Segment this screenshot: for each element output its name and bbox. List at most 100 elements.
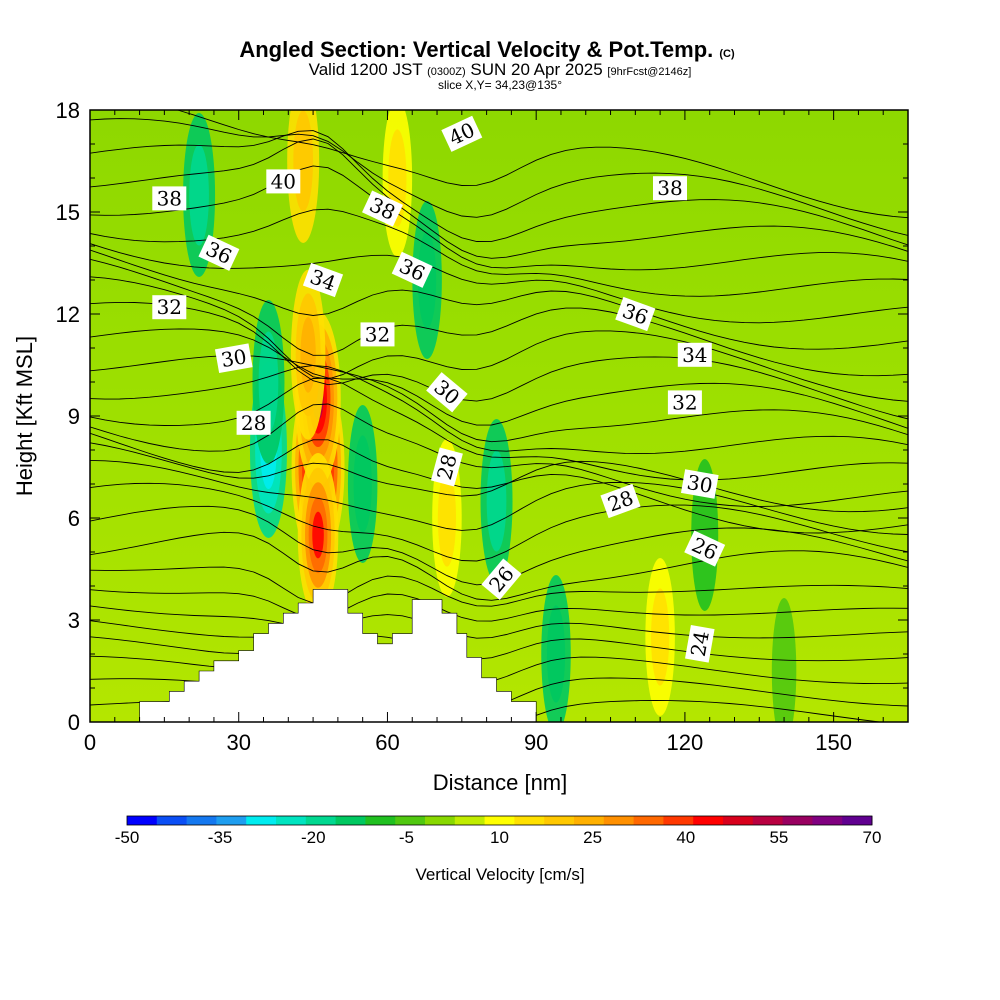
theta-contour bbox=[90, 249, 908, 350]
contour-label: 38 bbox=[152, 186, 187, 211]
colorbar-swatch bbox=[752, 816, 784, 825]
velocity-cell bbox=[645, 558, 675, 716]
contour-label-box bbox=[680, 469, 719, 499]
colorbar-swatch bbox=[425, 816, 456, 825]
y-tick-label: 12 bbox=[56, 302, 80, 327]
velocity-cell bbox=[183, 113, 216, 277]
contour-label-box bbox=[653, 176, 687, 201]
colorbar-tick-label: -5 bbox=[399, 828, 414, 847]
contour-label-text: 32 bbox=[365, 322, 390, 346]
contour-label-box bbox=[667, 390, 702, 415]
colorbar-swatch bbox=[216, 816, 247, 825]
contour-label-box bbox=[391, 251, 433, 288]
y-axis: 0 3 6 9 12 15 18 bbox=[56, 98, 908, 735]
contour-label-box bbox=[426, 372, 468, 413]
colorbar-swatch bbox=[246, 816, 277, 825]
y-tick-label: 0 bbox=[68, 710, 80, 735]
contour-label-box bbox=[481, 558, 522, 600]
contour-label-text: 40 bbox=[271, 169, 296, 193]
y-tick-label: 9 bbox=[68, 404, 80, 429]
contour-label-text: 30 bbox=[219, 344, 248, 372]
colorbar-swatch bbox=[812, 816, 843, 825]
velocity-cell bbox=[287, 110, 320, 243]
contour-label: 30 bbox=[214, 343, 253, 373]
colorbar-swatch bbox=[663, 816, 694, 825]
velocity-cell bbox=[290, 269, 326, 440]
colorbar-tick-label: -20 bbox=[301, 828, 326, 847]
x-axis-label: Distance [nm] bbox=[433, 770, 568, 795]
colorbar-swatch bbox=[454, 816, 486, 825]
colorbar-swatch bbox=[842, 816, 873, 825]
theta-contour bbox=[90, 589, 908, 622]
contour-label-box bbox=[600, 483, 641, 519]
contour-label-text: 32 bbox=[672, 390, 697, 414]
colorbar-swatch bbox=[693, 816, 724, 825]
theta-contour bbox=[90, 442, 908, 513]
y-tick-label: 6 bbox=[68, 506, 80, 531]
colorbar-swatch bbox=[484, 816, 515, 825]
theta-contour bbox=[90, 130, 908, 246]
colorbar-tick-label: 70 bbox=[863, 828, 882, 847]
contour-label-box bbox=[152, 295, 187, 320]
velocity-cell-layer bbox=[546, 605, 566, 703]
theta-contour bbox=[90, 531, 908, 601]
contour-label-box bbox=[198, 234, 240, 271]
chart-title: Angled Section: Vertical Velocity & Pot.… bbox=[239, 37, 735, 62]
x-tick-label: 0 bbox=[84, 730, 96, 755]
velocity-cell-layer bbox=[486, 450, 507, 552]
colorbar-tick-label: 55 bbox=[769, 828, 788, 847]
theta-contour bbox=[90, 566, 908, 607]
y-axis-label: Height [Kft MSL] bbox=[12, 336, 37, 496]
y-tick-label: 18 bbox=[56, 98, 80, 123]
contour-label-text: 38 bbox=[657, 176, 682, 200]
colorbar-tick-label: -50 bbox=[115, 828, 140, 847]
velocity-cell bbox=[480, 419, 513, 583]
contour-label-text: 32 bbox=[157, 295, 182, 319]
colorbar-swatch bbox=[127, 816, 158, 825]
contour-label-text: 30 bbox=[685, 470, 714, 498]
theta-contour bbox=[90, 364, 908, 455]
colorbar-swatch bbox=[574, 816, 605, 825]
colorbar-swatch bbox=[603, 816, 635, 825]
velocity-cell-layer bbox=[189, 144, 209, 246]
velocity-cell bbox=[347, 405, 378, 563]
contour-label: 40 bbox=[266, 169, 301, 194]
contour-label-box bbox=[362, 190, 403, 227]
theta-contour bbox=[90, 301, 908, 420]
contour-label-box bbox=[360, 322, 395, 347]
contour-label: 24 bbox=[685, 624, 715, 663]
contour-label: 38 bbox=[653, 176, 687, 201]
velocity-cell bbox=[297, 453, 339, 617]
colorbar-swatch bbox=[544, 816, 575, 825]
theta-contour bbox=[90, 636, 908, 685]
colorbar-tick-label: -35 bbox=[208, 828, 233, 847]
theta-contour bbox=[90, 208, 908, 297]
contour-label: 32 bbox=[360, 322, 395, 347]
colorbar-swatch bbox=[305, 816, 337, 825]
contour-label: 30 bbox=[680, 469, 719, 499]
contour-label-box bbox=[684, 530, 726, 567]
y-tick-label: 15 bbox=[56, 200, 80, 225]
colorbar-swatch bbox=[365, 816, 396, 825]
contour-label-text: 34 bbox=[682, 343, 707, 367]
velocity-cell-layer bbox=[353, 435, 372, 533]
contour-label-box bbox=[266, 169, 301, 194]
theta-contour bbox=[90, 605, 908, 639]
velocity-cell bbox=[382, 110, 413, 257]
theta-contour bbox=[90, 138, 908, 259]
velocity-cell-layer bbox=[651, 588, 670, 686]
contour-label-box bbox=[430, 447, 463, 487]
colorbar-labels: -50 -35 -20 -5 10 25 40 55 70 bbox=[115, 828, 882, 847]
colorbar bbox=[126, 815, 873, 826]
theta-contour bbox=[90, 377, 908, 481]
theta-contour bbox=[90, 118, 908, 236]
contour-label: 28 bbox=[430, 447, 463, 487]
contour-label-box bbox=[685, 624, 715, 663]
contour-label-box bbox=[152, 186, 187, 211]
contour-label: 28 bbox=[236, 410, 271, 435]
colorbar-title: Vertical Velocity [cm/s] bbox=[415, 865, 584, 884]
theta-contour bbox=[175, 110, 908, 219]
colorbar-swatch bbox=[514, 816, 545, 825]
x-tick-label: 60 bbox=[375, 730, 399, 755]
